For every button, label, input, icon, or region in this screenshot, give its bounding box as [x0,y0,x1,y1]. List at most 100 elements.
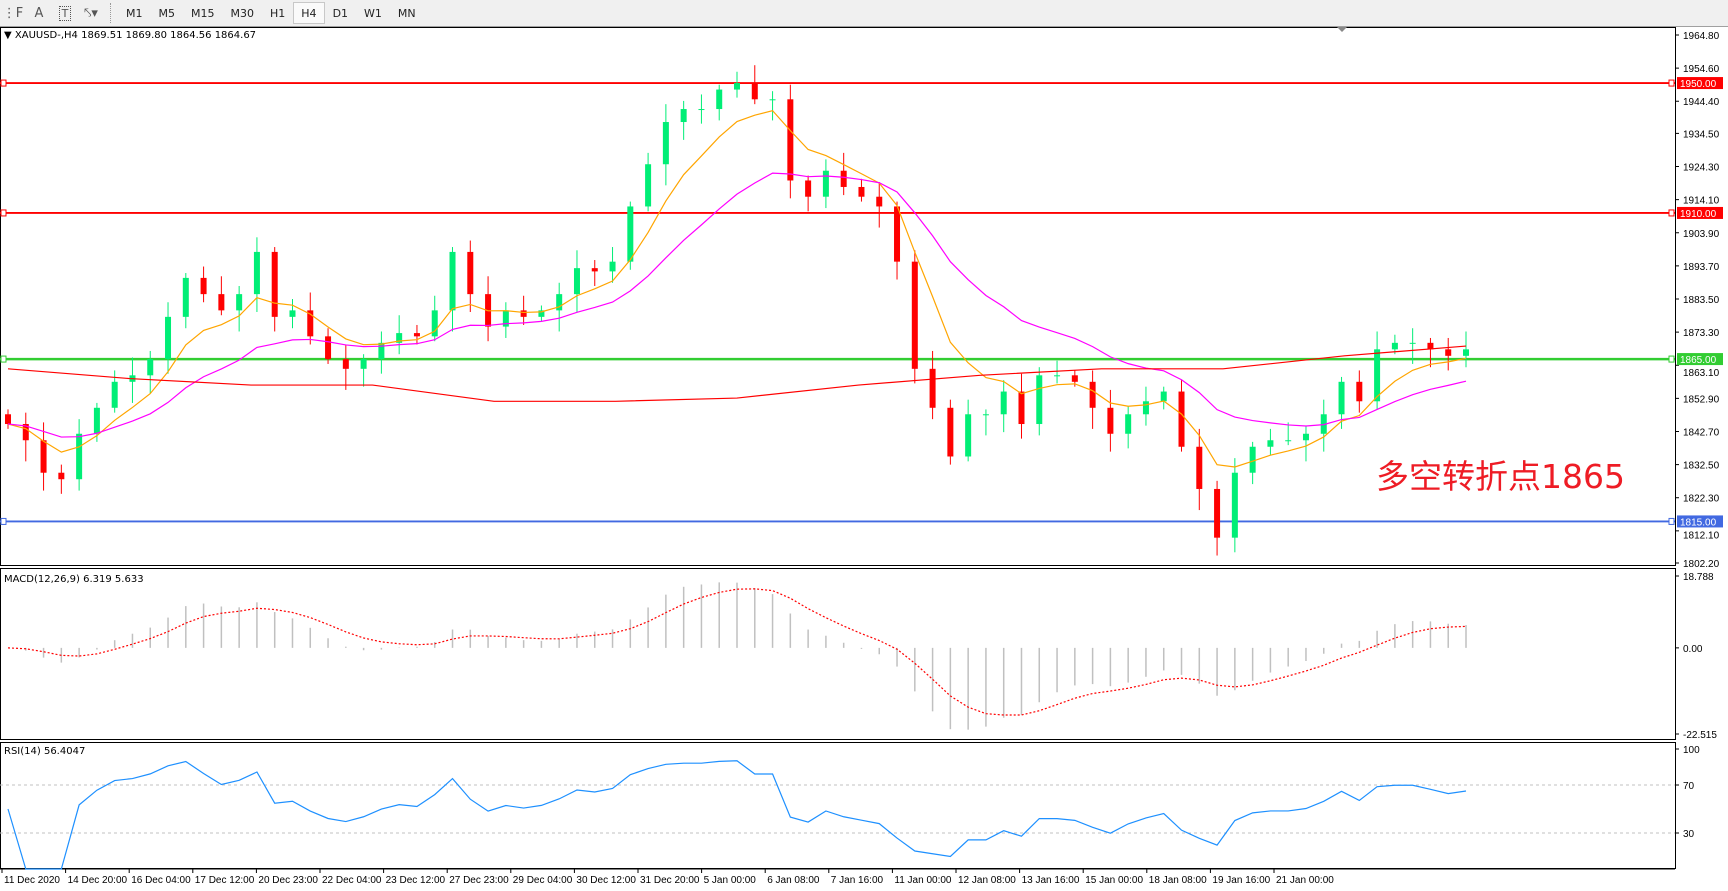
timeframe-h4[interactable]: H4 [293,2,325,24]
time-tick-label: 11 Dec 2020 [4,875,60,886]
candle-body [556,294,563,311]
candle [467,240,474,312]
candle [609,247,616,283]
candle-body [1374,349,1381,402]
candle-body [1356,381,1363,402]
price-tick-label: 1832.50 [1683,461,1720,472]
toolbar-separator [110,3,112,23]
candle [538,305,545,322]
macd-tick-label: -22.515 [1683,730,1717,741]
candle-body [858,186,865,197]
candle [378,331,385,374]
candle-body [787,99,794,181]
timeframe-mn[interactable]: MN [397,6,416,20]
candle [485,276,492,342]
level-handle [1668,517,1675,525]
time-tick-label: 20 Dec 23:00 [258,875,318,886]
candle [805,175,812,212]
rsi-tick-label: 70 [1683,781,1695,792]
candle-body [1231,472,1238,538]
candle-body [360,359,367,369]
time-tick-label: 11 Jan 00:00 [894,875,952,886]
candle [1302,425,1309,462]
candle-body [1125,414,1132,434]
time-tick-label: 30 Dec 12:00 [576,875,636,886]
text-icon[interactable]: A [34,5,44,21]
timeframe-m30[interactable]: M30 [230,6,255,20]
candle [876,182,883,228]
candle-body [147,359,154,376]
fibonacci-icon[interactable]: ⋮F [2,5,24,21]
candle [1391,334,1398,355]
timeframe-m1[interactable]: M1 [126,6,143,20]
candle-body [822,170,829,197]
candle [502,302,509,338]
candle-body [431,310,438,337]
level-price-tag [1677,515,1723,528]
level-price-label: 1865.00 [1680,355,1717,366]
time-tick-label: 16 Dec 04:00 [131,875,191,886]
candle [1409,328,1416,364]
candle [218,276,225,316]
candle [342,344,349,390]
candle-body [609,261,616,272]
candle-body [40,440,47,473]
timeframe-m5[interactable]: M5 [158,6,176,20]
candle [894,201,901,280]
candle [1125,406,1132,449]
candle-body [1196,446,1203,489]
price-tick-label: 1954.60 [1683,64,1720,75]
time-tick-label: 17 Dec 12:00 [195,875,255,886]
chart-shift-marker [1337,27,1347,32]
candle [1356,370,1363,413]
candle [1000,380,1007,433]
text-label-icon[interactable]: T [52,2,78,24]
price-tick-label: 1873.30 [1683,328,1720,339]
chart-annotation[interactable]: 多空转折点1865 [1376,457,1625,496]
symbol-header: ▼ XAUUSD-,H4 1869.51 1869.80 1864.56 186… [4,30,257,41]
candle-body [1391,342,1398,350]
level-handle [0,209,7,217]
price-pane [0,27,1676,566]
candle-body [289,310,296,317]
candle-body [1160,391,1167,402]
candle [289,299,296,329]
candle [1374,331,1381,410]
candle-body [1018,391,1025,425]
candle [698,94,705,124]
candle-body [947,407,954,457]
timeframe-h1[interactable]: H1 [270,6,286,20]
price-tick-label: 1944.40 [1683,97,1720,108]
candle [1142,386,1149,426]
timeframe-w1[interactable]: W1 [364,6,382,20]
candle [965,399,972,462]
time-tick-label: 13 Jan 16:00 [1022,875,1080,886]
candle [751,65,758,105]
time-tick-label: 5 Jan 00:00 [704,875,757,886]
candle [840,152,847,196]
arrows-icon[interactable]: ⤣▾ [84,5,98,21]
candle [680,100,687,140]
candle [1160,386,1167,410]
timeframe-m15[interactable]: M15 [191,6,215,20]
candle [911,250,918,384]
candle [182,273,189,329]
candle [1054,360,1061,384]
candle [307,292,314,345]
candle-body [982,414,989,416]
rsi-pane [0,742,1676,869]
timeframe-d1[interactable]: D1 [332,6,349,20]
price-tick-label: 1802.20 [1683,559,1720,570]
candle-body [1409,342,1416,344]
ma-mid-line [7,172,1467,438]
time-tick-label: 31 Dec 20:00 [640,875,700,886]
candle-body [1107,407,1114,434]
candle [645,152,652,212]
candle-body [449,251,456,311]
macd-pane [0,568,1676,740]
candle-body [591,268,598,272]
chart-canvas[interactable]: 1964.80 1954.60 1944.40 1934.50 1924.30 1914.… [0,27,1728,891]
candle-body [1178,391,1185,447]
candle-body [1089,381,1096,408]
price-tick-label: 1863.10 [1683,368,1720,379]
